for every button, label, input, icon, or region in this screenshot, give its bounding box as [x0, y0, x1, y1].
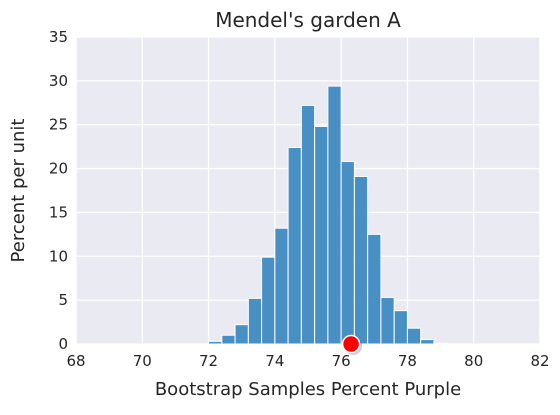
- y-tick-label: 0: [58, 335, 68, 353]
- y-tick-label: 30: [49, 72, 68, 90]
- observed-value-marker: [341, 334, 361, 354]
- x-tick-labels: 68 70 72 74 76 78 80 82: [66, 352, 549, 370]
- histogram-bar: [393, 310, 408, 345]
- x-tick-label: 78: [398, 352, 417, 370]
- y-tick-label: 15: [49, 203, 68, 221]
- chart-title: Mendel's garden A: [215, 8, 401, 32]
- y-tick-label: 5: [58, 291, 68, 309]
- x-tick-label: 70: [133, 352, 152, 370]
- histogram-bar: [420, 339, 435, 345]
- x-tick-label: 82: [530, 352, 549, 370]
- histogram-bar: [380, 297, 395, 345]
- y-tick-label: 10: [49, 247, 68, 265]
- x-tick-label: 68: [66, 352, 85, 370]
- histogram-bar: [221, 334, 236, 345]
- x-axis-label: Bootstrap Samples Percent Purple: [155, 379, 461, 400]
- histogram-bar: [406, 327, 422, 345]
- histogram-bar: [300, 104, 316, 345]
- histogram-bar: [340, 161, 355, 345]
- y-tick-label: 25: [49, 116, 68, 134]
- marker-layer: [341, 334, 363, 355]
- histogram-bar: [327, 85, 342, 345]
- y-tick-label: 35: [49, 28, 68, 46]
- histogram-bar: [247, 297, 263, 345]
- histogram-bar: [287, 147, 302, 345]
- y-tick-label: 20: [49, 160, 68, 178]
- histogram-bar: [234, 324, 249, 345]
- histogram-bar: [261, 256, 276, 345]
- x-tick-label: 76: [332, 352, 351, 370]
- y-tick-labels: 0 5 10 15 20 25 30 35: [49, 28, 68, 353]
- histogram-bar: [314, 125, 329, 345]
- x-tick-label: 72: [199, 352, 218, 370]
- x-tick-label: 80: [464, 352, 483, 370]
- histogram-bar: [367, 233, 382, 345]
- histogram-bar: [353, 175, 369, 345]
- bars: [208, 85, 448, 345]
- x-tick-label: 74: [265, 352, 284, 370]
- histogram-bar: [274, 227, 289, 345]
- y-axis-label: Percent per unit: [8, 119, 29, 263]
- histogram-bar: [433, 342, 448, 345]
- histogram-bar: [208, 340, 223, 345]
